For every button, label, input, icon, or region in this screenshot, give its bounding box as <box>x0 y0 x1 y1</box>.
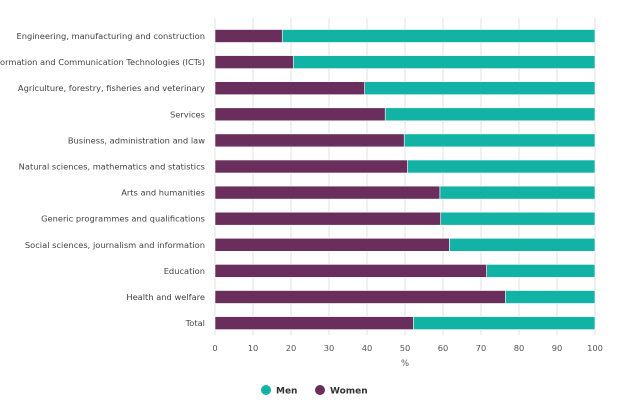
bar-women[interactable] <box>214 133 405 148</box>
x-tick-label: 50 <box>400 343 411 353</box>
category-label: Generic programmes and qualifications <box>41 214 205 224</box>
x-tick-label: 90 <box>552 343 563 353</box>
legend-marker <box>315 385 325 395</box>
category-label: Services <box>170 109 205 119</box>
x-tick-label: 80 <box>514 343 525 353</box>
bar-women[interactable] <box>214 264 488 278</box>
legend[interactable]: Men Women <box>261 385 368 397</box>
category-label: Agriculture, forestry, fisheries and vet… <box>18 83 205 93</box>
category-label: Natural sciences, mathematics and statis… <box>19 162 205 172</box>
bar-men[interactable] <box>403 133 596 148</box>
bar-women[interactable] <box>214 159 408 174</box>
legend-item-men[interactable]: Men <box>261 385 297 397</box>
bar-women[interactable] <box>214 185 441 200</box>
bar-men[interactable] <box>384 107 596 122</box>
bars <box>214 29 596 330</box>
category-label: Social sciences, journalism and informat… <box>25 240 205 250</box>
x-tick-label: 70 <box>476 343 487 353</box>
bar-men[interactable] <box>449 238 596 252</box>
bar-men[interactable] <box>440 211 596 226</box>
legend-item-women[interactable]: Women <box>315 385 368 397</box>
bar-men[interactable] <box>439 185 596 200</box>
x-tick-label: 0 <box>212 343 217 353</box>
category-label: Arts and humanities <box>121 188 205 198</box>
bar-women[interactable] <box>214 290 506 304</box>
x-tick-label: 30 <box>324 343 335 353</box>
x-tick-label: 20 <box>286 343 297 353</box>
x-tick-label: 40 <box>362 343 373 353</box>
bar-men[interactable] <box>505 290 596 304</box>
x-tick-label: 100 <box>587 343 603 353</box>
bar-men[interactable] <box>292 55 596 69</box>
gridlines <box>214 18 596 335</box>
category-label: Business, administration and law <box>68 135 205 145</box>
category-label: Engineering, manufacturing and construct… <box>16 31 205 41</box>
category-label: Education <box>164 266 205 276</box>
bar-women[interactable] <box>214 316 414 330</box>
bar-men[interactable] <box>364 81 596 95</box>
bar-men[interactable] <box>413 316 596 330</box>
bar-women[interactable] <box>214 55 294 69</box>
x-tick-label: 60 <box>438 343 449 353</box>
bar-women[interactable] <box>214 107 386 122</box>
bar-men[interactable] <box>407 159 596 174</box>
category-labels: Engineering, manufacturing and construct… <box>0 31 205 328</box>
category-label: Total <box>185 318 205 328</box>
bar-men[interactable] <box>281 29 596 43</box>
bar-women[interactable] <box>214 211 442 226</box>
bar-women[interactable] <box>214 81 366 95</box>
legend-marker <box>261 385 271 395</box>
x-axis-title: % <box>401 359 409 369</box>
category-label: Health and welfare <box>126 292 205 302</box>
x-tick-label: 10 <box>248 343 259 353</box>
legend-label: Women <box>330 387 368 397</box>
bar-women[interactable] <box>214 29 283 43</box>
bar-men[interactable] <box>486 264 596 278</box>
category-label: Information and Communication Technologi… <box>0 57 205 67</box>
legend-label: Men <box>276 387 297 397</box>
x-axis-ticks: 0 10 20 30 40 50 60 70 80 90 100 <box>212 343 603 353</box>
bar-women[interactable] <box>214 238 450 252</box>
